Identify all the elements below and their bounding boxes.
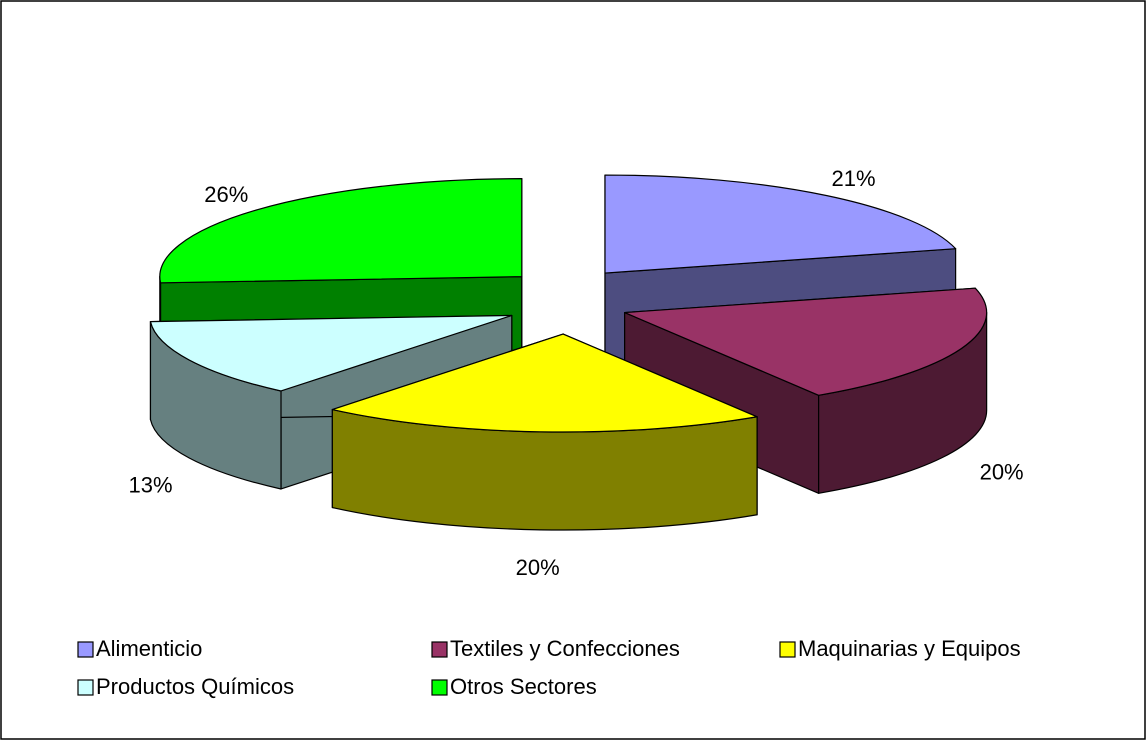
legend-swatch — [431, 641, 448, 658]
legend-label: Maquinarias y Equipos — [798, 636, 1021, 661]
legend-label: Otros Sectores — [450, 674, 597, 699]
slice-face — [604, 174, 957, 274]
slice-face — [331, 333, 758, 433]
data-label: 20% — [516, 555, 560, 580]
legend-swatch — [431, 679, 448, 696]
legend-swatch — [77, 679, 94, 696]
data-label: 13% — [128, 473, 172, 498]
slice-face — [159, 178, 523, 284]
data-label: 20% — [980, 460, 1024, 485]
slice-face — [149, 314, 513, 392]
legend-swatch — [77, 641, 94, 658]
legend-swatch — [779, 641, 796, 658]
slice-face — [624, 287, 988, 396]
data-label: 21% — [831, 166, 875, 191]
data-label: 26% — [204, 182, 248, 207]
legend-label: Alimenticio — [96, 636, 202, 661]
legend-label: Productos Químicos — [96, 674, 294, 699]
legend-label: Textiles y Confecciones — [450, 636, 680, 661]
pie-slice — [331, 333, 758, 531]
